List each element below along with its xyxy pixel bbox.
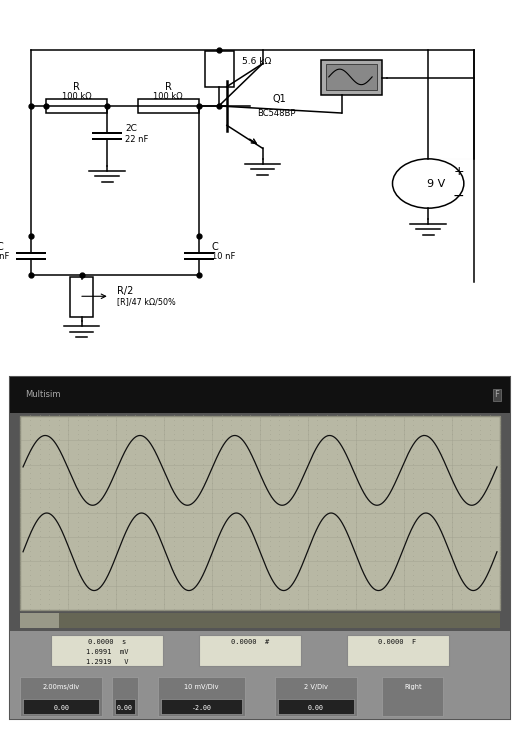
Text: 0.0000  s: 0.0000 s [88, 639, 126, 645]
FancyBboxPatch shape [20, 613, 500, 628]
Text: 2.00ms/div: 2.00ms/div [43, 683, 80, 690]
Text: 0.00: 0.00 [308, 705, 324, 711]
Bar [199, 634, 301, 666]
FancyBboxPatch shape [20, 416, 500, 610]
Bar [46, 99, 107, 112]
Text: C: C [0, 242, 4, 252]
Text: 0.0000  F: 0.0000 F [379, 639, 417, 645]
Text: 2 V/Div: 2 V/Div [304, 683, 328, 690]
Text: Right: Right [404, 683, 422, 690]
Text: 10 mV/Div: 10 mV/Div [184, 683, 218, 690]
Text: 10 nF: 10 nF [0, 253, 9, 261]
Text: BC548BP: BC548BP [257, 109, 296, 118]
Text: +: + [453, 165, 464, 177]
FancyBboxPatch shape [10, 377, 510, 719]
Text: 22 nF: 22 nF [125, 135, 148, 144]
Text: 1.2919   V: 1.2919 V [86, 659, 128, 665]
Bar [158, 677, 245, 715]
Bar [23, 699, 99, 714]
Bar [51, 634, 163, 666]
FancyBboxPatch shape [10, 631, 510, 719]
Bar [321, 60, 382, 96]
Bar [138, 99, 199, 112]
Bar [278, 699, 354, 714]
Text: F: F [495, 391, 499, 399]
Bar [275, 677, 357, 715]
Text: 9 V: 9 V [427, 179, 445, 188]
Text: 10 nF: 10 nF [212, 253, 235, 261]
Text: R: R [73, 82, 80, 91]
Bar [161, 699, 242, 714]
Text: 100 kΩ: 100 kΩ [153, 91, 183, 101]
Bar [326, 64, 377, 90]
Bar [70, 277, 93, 318]
Text: 1.0991  mV: 1.0991 mV [86, 649, 128, 655]
Circle shape [393, 159, 464, 208]
Text: Multisim: Multisim [25, 391, 61, 399]
Text: 2C: 2C [125, 124, 137, 134]
Text: −: − [453, 189, 464, 203]
Bar [115, 699, 135, 714]
Text: Q1: Q1 [273, 94, 287, 104]
FancyBboxPatch shape [20, 613, 59, 628]
Text: 0.0000  #: 0.0000 # [231, 639, 269, 645]
Text: -2.00: -2.00 [191, 705, 212, 711]
Bar [20, 677, 102, 715]
Text: [R]/47 kΩ/50%: [R]/47 kΩ/50% [118, 297, 176, 306]
Text: 0.00: 0.00 [117, 705, 133, 711]
Bar [112, 677, 138, 715]
Text: 100 kΩ: 100 kΩ [62, 91, 92, 101]
FancyBboxPatch shape [10, 377, 510, 412]
Bar [382, 677, 444, 715]
Text: 5.6 kΩ: 5.6 kΩ [242, 58, 271, 66]
Text: R: R [165, 82, 172, 91]
Text: 0.00: 0.00 [53, 705, 69, 711]
Bar [347, 634, 449, 666]
Text: C: C [212, 242, 218, 252]
Text: R/2: R/2 [118, 286, 134, 296]
Bar [205, 51, 233, 87]
